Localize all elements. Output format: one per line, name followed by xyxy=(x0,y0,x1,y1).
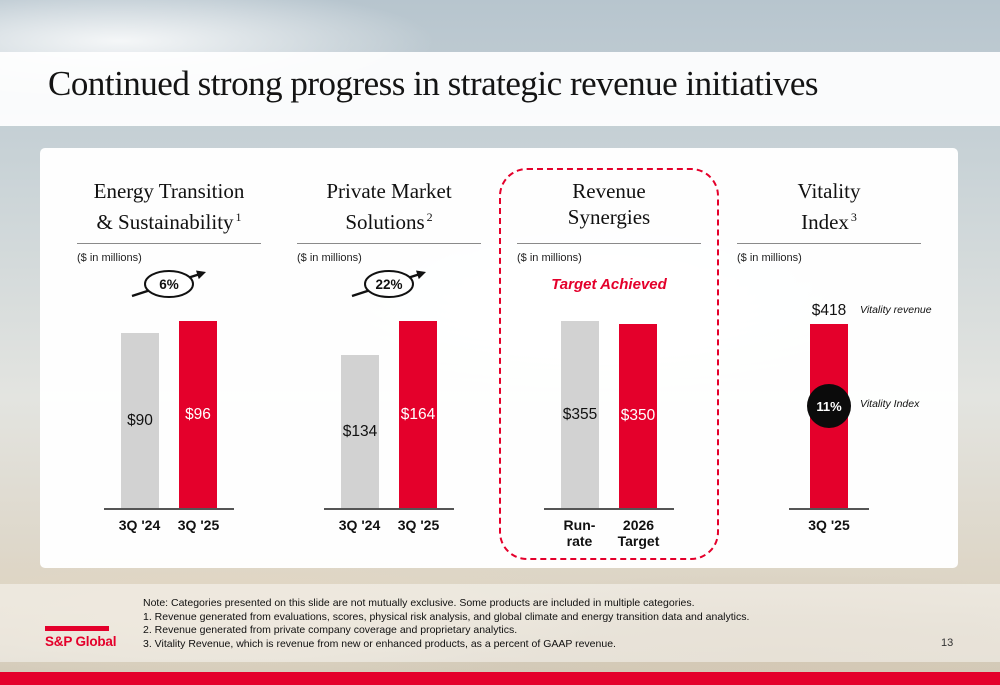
growth-arrow-icon: 6% xyxy=(131,270,206,298)
spacer xyxy=(724,266,934,302)
axis-label: 3Q '24 xyxy=(118,517,161,533)
bar-value: $90 xyxy=(127,411,153,429)
notes-band xyxy=(0,584,1000,662)
logo-text: S&P Global xyxy=(45,634,117,649)
axis-label: 2026 Target xyxy=(617,517,660,549)
bar-chart-private-market: $134 $164 xyxy=(324,302,454,510)
logo-bar xyxy=(45,626,109,631)
panel-title: Vitality Index 3 xyxy=(724,178,934,234)
growth-badge-area: 6% xyxy=(64,266,274,302)
heading-divider xyxy=(737,243,921,244)
bar-3q25: $164 xyxy=(399,321,437,508)
bar-value: $418 xyxy=(811,302,847,319)
growth-value: 22% xyxy=(375,277,402,292)
bar-value: $350 xyxy=(620,407,656,424)
bar-value: $134 xyxy=(342,422,378,440)
panel-title-line2: Index 3 xyxy=(801,210,857,234)
unit-label: ($ in millions) xyxy=(737,252,802,264)
x-axis-labels: 3Q '24 3Q '25 xyxy=(64,517,274,533)
note-line: 1. Revenue generated from evaluations, s… xyxy=(143,610,750,623)
panel-revenue-synergies: Revenue Synergies ($ in millions) Target… xyxy=(499,168,719,568)
x-axis-labels: 3Q '24 3Q '25 xyxy=(284,517,494,533)
bar-value: $355 xyxy=(562,405,598,423)
growth-badge-area: 22% xyxy=(284,266,494,302)
bar-3q24: $90 xyxy=(121,333,159,508)
panel-title-line1: Vitality xyxy=(797,179,861,203)
unit-label: ($ in millions) xyxy=(297,252,362,264)
note-line: 2. Revenue generated from private compan… xyxy=(143,624,518,636)
footnote-ref: 1 xyxy=(235,210,242,224)
bar-vitality-revenue: 11% xyxy=(807,324,851,508)
panel-title-line1: Revenue xyxy=(572,179,646,203)
x-axis-labels: Run- rate 2026 Target xyxy=(504,517,714,549)
panel-title: Revenue Synergies xyxy=(504,178,714,232)
bar-3q24: $134 xyxy=(341,355,379,508)
panel-energy-transition: Energy Transition & Sustainability 1 ($ i… xyxy=(64,178,274,568)
charts-panel: Energy Transition & Sustainability 1 ($ i… xyxy=(40,148,958,568)
heading-divider xyxy=(517,243,701,244)
unit-label: ($ in millions) xyxy=(517,252,582,264)
bar-3q25: $96 xyxy=(179,321,217,508)
page-number: 13 xyxy=(941,637,954,649)
status-area: Target Achieved xyxy=(504,266,714,302)
panel-private-market: Private Market Solutions 2 ($ in millions… xyxy=(284,178,494,568)
heading-divider xyxy=(297,243,481,244)
panel-title-line1: Private Market xyxy=(326,179,452,203)
axis-label: 3Q '25 xyxy=(177,517,220,533)
panel-title: Private Market Solutions 2 xyxy=(284,178,494,234)
title-band: Continued strong progress in strategic r… xyxy=(0,52,1000,126)
vitality-revenue-label: Vitality revenue xyxy=(860,304,932,316)
panel-title-line2: & Sustainability 1 xyxy=(96,210,242,234)
footnote-ref: 3 xyxy=(850,210,857,224)
bar-run-rate: $355 xyxy=(561,321,599,508)
axis-label: Run- rate xyxy=(563,517,596,549)
panel-title-line1: Energy Transition xyxy=(93,179,245,203)
bar-value: $96 xyxy=(185,405,211,423)
note-line: Note: Categories presented on this slide… xyxy=(143,597,695,609)
bar-chart-vitality: $418 11% Vitality revenue Vitality Index xyxy=(789,302,932,510)
heading-divider xyxy=(77,243,261,244)
axis-label: 3Q '25 xyxy=(397,517,440,533)
sp-global-logo: S&P Global xyxy=(45,626,116,649)
bar-chart-energy: $90 $96 xyxy=(104,302,234,510)
vitality-index-marker-icon: 11% xyxy=(807,384,851,428)
status-label: Target Achieved xyxy=(551,275,667,293)
x-axis-labels: 3Q '25 xyxy=(724,517,934,533)
bar-value: $164 xyxy=(400,405,436,423)
footnote-ref: 2 xyxy=(426,210,433,224)
unit-label: ($ in millions) xyxy=(77,252,142,264)
bar-chart-synergies: $355 $350 xyxy=(544,302,674,510)
panel-vitality-index: Vitality Index 3 ($ in millions) $418 11%… xyxy=(724,178,934,568)
bottom-accent-bar xyxy=(0,672,1000,685)
growth-value: 6% xyxy=(159,277,179,292)
axis-label: 3Q '25 xyxy=(808,517,850,533)
axis-label: 3Q '24 xyxy=(338,517,381,533)
vitality-index-label: Vitality Index xyxy=(860,398,920,410)
panel-title-line2: Synergies xyxy=(567,205,651,229)
bar-stack: $418 11% xyxy=(807,302,851,508)
note-line: 3. Vitality Revenue, which is revenue fr… xyxy=(143,637,616,650)
bar-2026-target: $350 xyxy=(619,324,657,508)
panel-title-line2: Solutions 2 xyxy=(345,210,433,234)
growth-arrow-icon: 22% xyxy=(351,270,426,298)
panel-title: Energy Transition & Sustainability 1 xyxy=(64,178,274,234)
slide-title: Continued strong progress in strategic r… xyxy=(48,64,818,103)
footnotes: Note: Categories presented on this slide… xyxy=(143,597,749,651)
